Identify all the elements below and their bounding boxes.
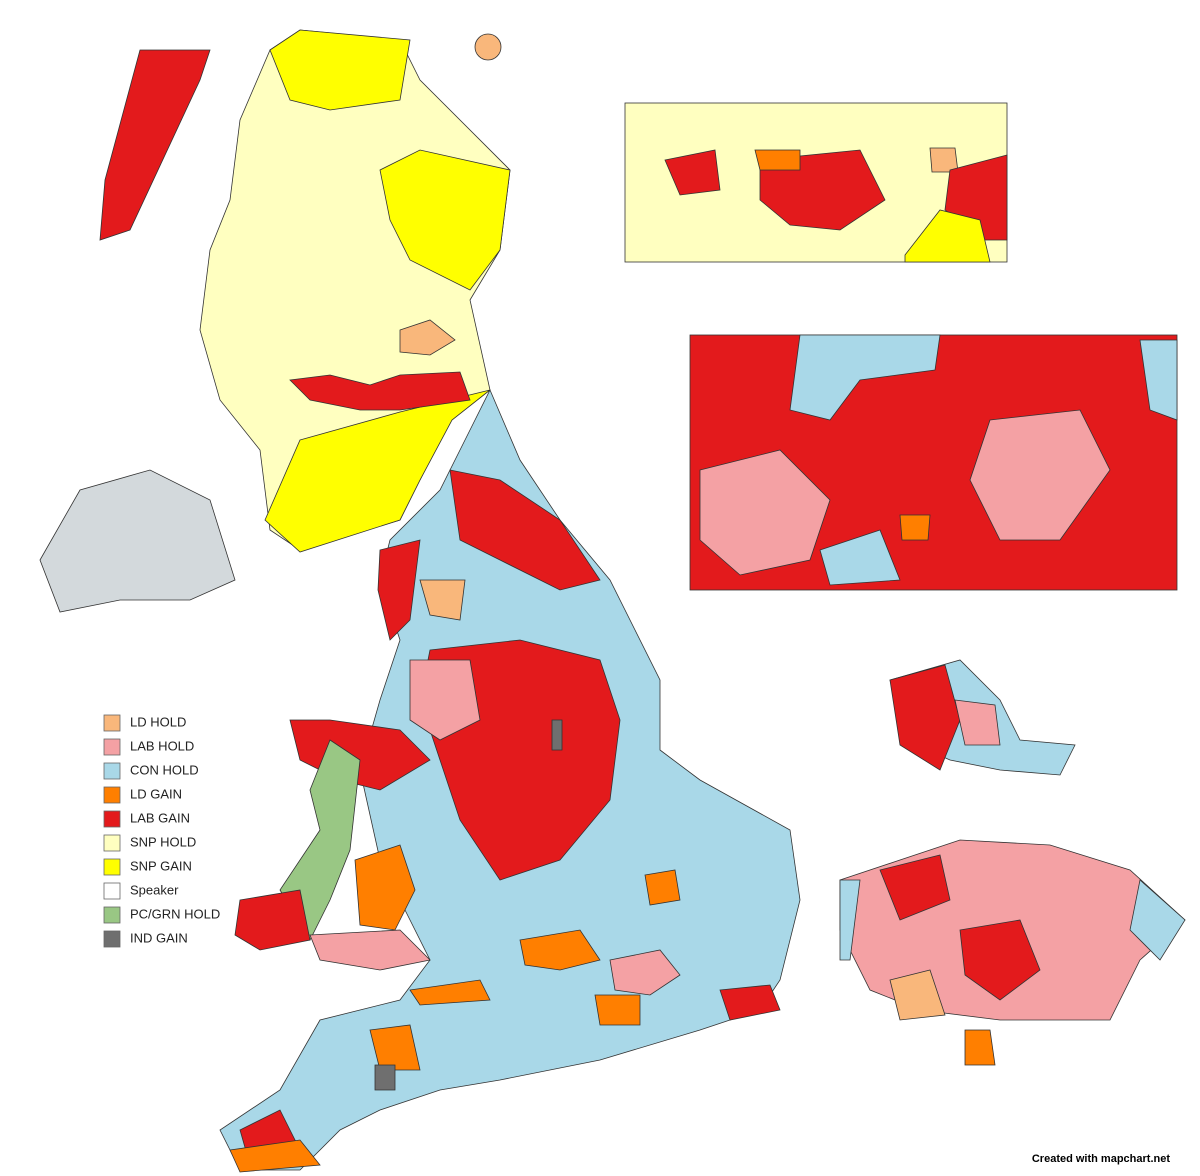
inset-london-north: [879, 854, 951, 921]
inset-manchester: [969, 409, 1111, 541]
map-shapes: [39, 29, 1186, 1173]
legend-label: SNP GAIN: [130, 858, 192, 873]
inset-ld-hold: [929, 147, 959, 173]
cambridge: [644, 869, 681, 906]
legend-swatch: [103, 834, 121, 852]
bath: [409, 979, 491, 1006]
legend-swatch: [103, 906, 121, 924]
inset-wy-hold: [954, 699, 1001, 746]
inset-cheshire: [819, 529, 901, 586]
wales-ld: [354, 844, 416, 931]
surrey-ld: [594, 994, 641, 1026]
inset-borders: [904, 209, 991, 263]
south-wales: [234, 889, 311, 951]
inset-glasgow: [664, 149, 721, 196]
southwest-ld: [369, 1024, 421, 1071]
lakes: [419, 579, 466, 621]
legend-swatch: [103, 714, 121, 732]
legend-label: LD HOLD: [130, 714, 186, 729]
inset-london-ld-gain: [964, 1029, 996, 1066]
scotland-north: [269, 29, 411, 111]
inset-london-ld: [889, 969, 946, 1021]
northern-ireland: [39, 469, 236, 613]
legend-label: LAB GAIN: [130, 810, 190, 825]
inset-london-west: [839, 879, 861, 961]
london-core: [609, 949, 681, 996]
legend-swatch: [103, 930, 121, 948]
legend-swatch: [103, 738, 121, 756]
cardiff: [309, 929, 431, 971]
legend-label: IND GAIN: [130, 930, 188, 945]
ind-south: [374, 1064, 396, 1091]
legend-label: SNP HOLD: [130, 834, 196, 849]
legend-label: PC/GRN HOLD: [130, 906, 220, 921]
inset-london-lab: [959, 919, 1041, 1001]
fife: [399, 319, 456, 356]
legend-swatch: [103, 762, 121, 780]
ind: [551, 719, 563, 751]
inset-merseyside: [699, 449, 831, 576]
kent: [719, 984, 781, 1021]
inset-london-east: [1129, 879, 1186, 961]
legend-swatch: [103, 858, 121, 876]
legend: LD HOLD LAB HOLD CON HOLD LD GAIN LAB GAIN SN…: [103, 714, 220, 948]
legend-label: LAB HOLD: [130, 738, 194, 753]
inset-ld: [754, 149, 801, 171]
inset-ld-gain: [899, 514, 931, 541]
legend-label: CON HOLD: [130, 762, 199, 777]
inset-nw-con: [789, 334, 941, 421]
inset-nw-east: [1139, 339, 1178, 421]
legend-swatch: [103, 882, 121, 900]
inset-wy-lab: [889, 664, 961, 771]
scotland-ne: [379, 149, 511, 291]
merseyside: [409, 659, 481, 741]
north-east: [449, 469, 601, 591]
oxford: [519, 929, 601, 971]
legend-label: Speaker: [130, 882, 179, 897]
north-west: [377, 539, 421, 641]
legend-swatch: [103, 810, 121, 828]
legend-label: LD GAIN: [130, 786, 182, 801]
orkney: [474, 33, 502, 61]
credit: Created with mapchart.net: [1032, 1153, 1170, 1165]
western-isles: [99, 49, 211, 241]
legend-swatch: [103, 786, 121, 804]
central-belt: [289, 371, 471, 411]
cornwall-ld: [229, 1139, 321, 1173]
